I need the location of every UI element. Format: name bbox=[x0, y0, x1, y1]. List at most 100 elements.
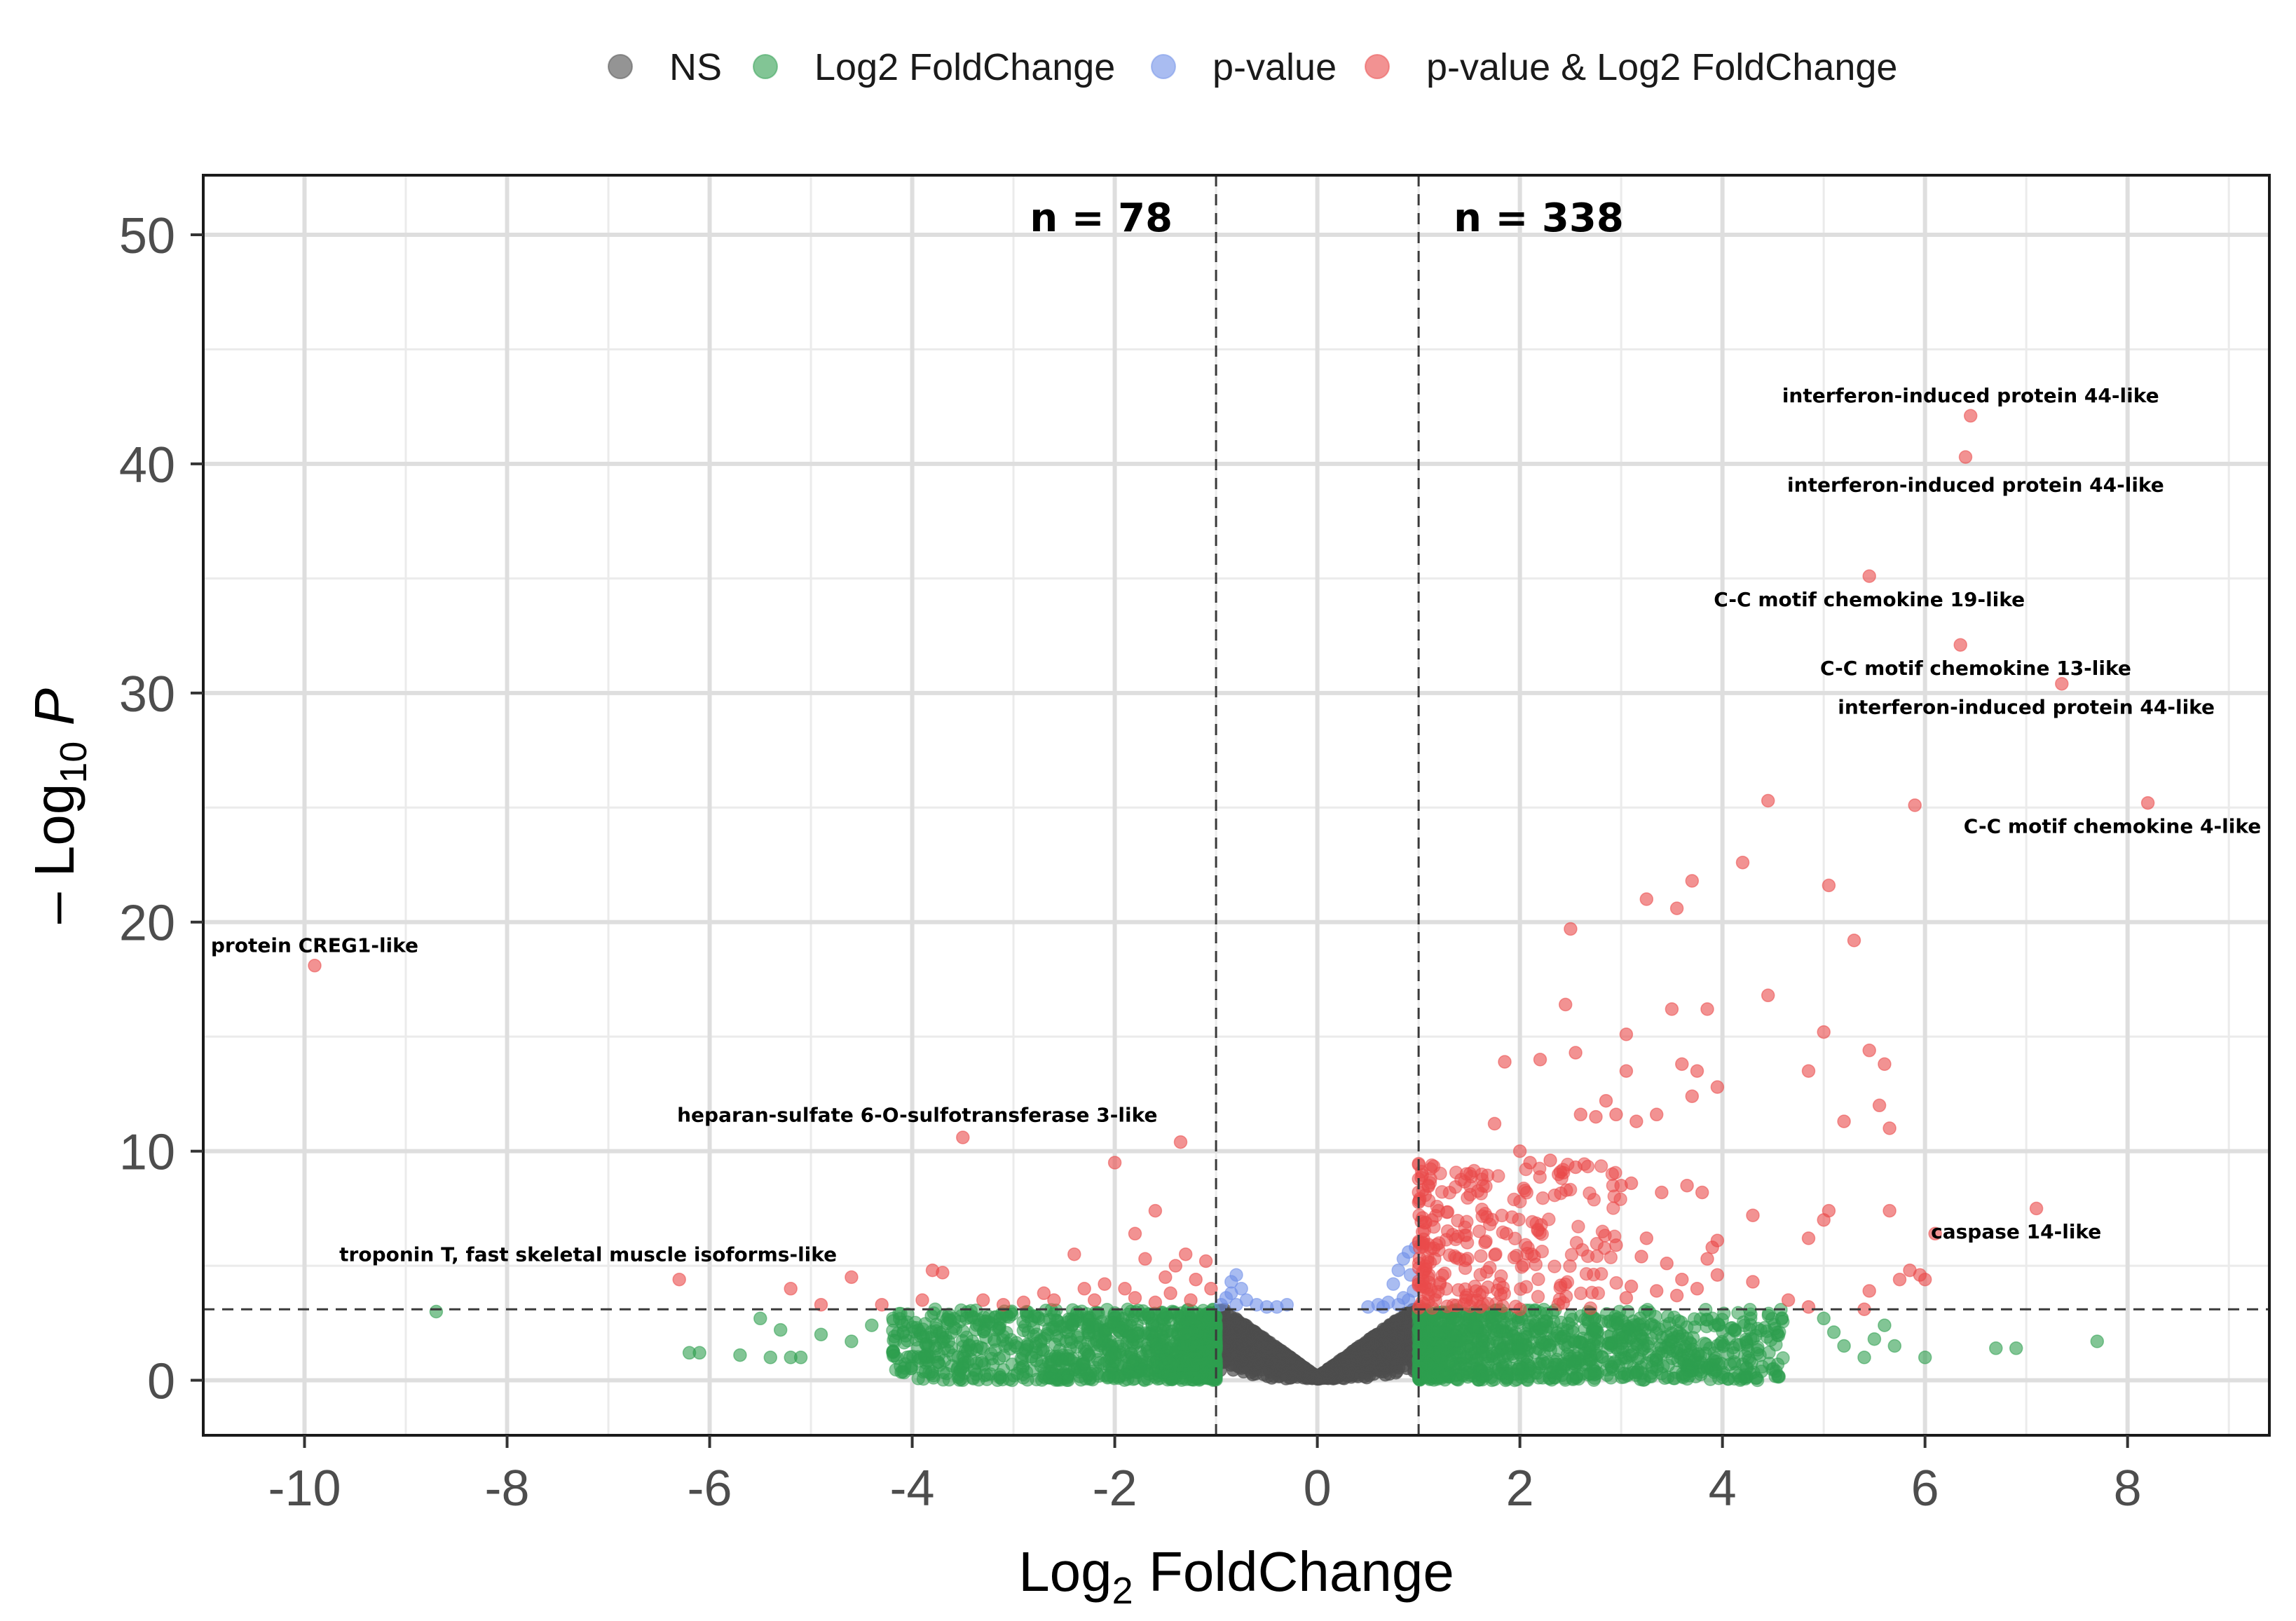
log2-foldchange-point bbox=[1760, 1330, 1774, 1344]
log2-foldchange-point bbox=[1665, 1335, 1680, 1349]
log2-foldchange-point bbox=[1678, 1339, 1693, 1353]
log2-foldchange-point bbox=[1193, 1370, 1208, 1384]
log2-foldchange-point bbox=[763, 1350, 778, 1364]
p-value-log2-foldchange-point bbox=[936, 1266, 950, 1280]
p-value-log2-foldchange-point bbox=[1467, 1163, 1481, 1178]
log2-foldchange-point bbox=[733, 1348, 747, 1362]
ns-point bbox=[1266, 1369, 1281, 1383]
p-value-log2-foldchange-point bbox=[1425, 1158, 1439, 1172]
log2-foldchange-point bbox=[1515, 1337, 1529, 1352]
p-value-log2-foldchange-point bbox=[1533, 1170, 1547, 1184]
p-value-log2-foldchange-point bbox=[1564, 922, 1578, 936]
p-value-log2-foldchange-point bbox=[1705, 1240, 1719, 1254]
ns-point bbox=[1364, 1337, 1379, 1351]
p-value-log2-foldchange-point bbox=[1817, 1025, 1831, 1039]
p-value-log2-foldchange-point bbox=[1781, 1293, 1796, 1307]
log2-foldchange-point bbox=[1447, 1328, 1462, 1342]
p-value-log2-foldchange-point bbox=[1463, 1187, 1477, 1202]
p-value-log2-foldchange-point bbox=[1536, 1191, 1550, 1205]
log2-foldchange-point bbox=[1643, 1305, 1657, 1320]
p-value-log2-foldchange-point bbox=[1746, 1208, 1760, 1222]
log2-foldchange-point bbox=[1887, 1339, 1902, 1353]
p-value-log2-foldchange-point bbox=[1571, 1219, 1585, 1233]
p-value-log2-foldchange-point bbox=[1690, 1282, 1704, 1296]
x-tick-label: -2 bbox=[1093, 1461, 1137, 1517]
x-tick-label: 6 bbox=[1911, 1461, 1939, 1517]
log2-foldchange-point bbox=[1414, 1341, 1428, 1356]
legend-label-p-value: p-value bbox=[1212, 46, 1337, 88]
p-value-log2-foldchange-point bbox=[1597, 1241, 1612, 1255]
log2-foldchange-point bbox=[1837, 1339, 1851, 1353]
p-value-log2-foldchange-point bbox=[1498, 1055, 1512, 1069]
log2-foldchange-point bbox=[1061, 1373, 1075, 1388]
log2-foldchange-point bbox=[2009, 1341, 2023, 1355]
p-value-log2-foldchange-point bbox=[1479, 1234, 1493, 1248]
p-value-log2-foldchange-point bbox=[1559, 1183, 1573, 1197]
p-value-log2-foldchange-point bbox=[1609, 1238, 1623, 1252]
log2-foldchange-point bbox=[692, 1346, 706, 1360]
p-value-log2-foldchange-point bbox=[1710, 1080, 1725, 1094]
log2-foldchange-point bbox=[909, 1320, 924, 1335]
ns-point bbox=[1276, 1357, 1291, 1372]
p-value-log2-foldchange-point bbox=[1067, 1247, 1081, 1261]
log2-foldchange-point bbox=[1103, 1351, 1117, 1366]
p-value-log2-foldchange-point bbox=[1685, 874, 1700, 888]
gridlines bbox=[203, 175, 2269, 1435]
x-tick-label: -6 bbox=[688, 1461, 732, 1517]
p-value-log2-foldchange-point bbox=[1619, 1291, 1634, 1305]
p-value-log2-foldchange-point bbox=[1695, 1185, 1709, 1200]
p-value-log2-foldchange-point bbox=[1496, 1299, 1510, 1313]
p-value-log2-foldchange-point bbox=[1862, 569, 1876, 583]
log2-foldchange-point bbox=[1047, 1367, 1062, 1381]
log2-foldchange-point bbox=[1589, 1339, 1604, 1353]
p-value-log2-foldchange-point bbox=[784, 1282, 798, 1296]
p-value-log2-foldchange-point bbox=[1817, 1212, 1831, 1227]
log2-foldchange-point bbox=[960, 1305, 974, 1319]
y-tick-label: 50 bbox=[119, 208, 175, 264]
ns-point bbox=[1226, 1362, 1241, 1377]
p-value-log2-foldchange-point bbox=[1442, 1186, 1457, 1200]
p-value-log2-foldchange-point bbox=[1508, 1299, 1523, 1314]
log2-foldchange-point bbox=[1145, 1317, 1159, 1331]
p-value-log2-foldchange-point bbox=[1077, 1282, 1091, 1296]
log2-foldchange-point bbox=[962, 1339, 976, 1353]
p-value-log2-foldchange-point bbox=[1587, 1268, 1601, 1282]
p-value-log2-foldchange-point bbox=[1495, 1208, 1509, 1223]
log2-foldchange-point bbox=[1726, 1341, 1740, 1355]
x-tick-label: -4 bbox=[890, 1461, 935, 1517]
legend-key-p-value bbox=[1151, 54, 1176, 79]
x-tick-label: 2 bbox=[1506, 1461, 1534, 1517]
p-value-log2-foldchange-point bbox=[1558, 997, 1573, 1012]
log2-foldchange-point bbox=[929, 1341, 943, 1355]
p-value-log2-foldchange-point bbox=[1908, 798, 1922, 812]
x-tick-label: 8 bbox=[2114, 1461, 2142, 1517]
gene-annotation-label: protein CREG1-like bbox=[211, 933, 418, 957]
gene-annotation-label: C-C motif chemokine 13-like bbox=[1820, 657, 2131, 680]
log2-foldchange-point bbox=[1817, 1311, 1831, 1326]
log2-foldchange-point bbox=[1826, 1325, 1841, 1339]
p-value-log2-foldchange-point bbox=[1553, 1280, 1567, 1295]
ns-point bbox=[1238, 1360, 1253, 1374]
ns-point bbox=[1227, 1347, 1241, 1361]
log2-foldchange-point bbox=[1529, 1346, 1543, 1360]
log2-foldchange-point bbox=[1694, 1367, 1708, 1381]
p-value-log2-foldchange-point bbox=[2029, 1201, 2044, 1216]
p-value-log2-foldchange-point bbox=[1649, 1107, 1664, 1122]
p-value-log2-foldchange-point bbox=[1563, 1259, 1577, 1273]
log2-foldchange-point bbox=[1749, 1371, 1764, 1386]
p-value-log2-foldchange-point bbox=[1487, 1116, 1502, 1131]
p-value-point bbox=[1361, 1300, 1375, 1314]
log2-foldchange-point bbox=[1101, 1369, 1116, 1384]
p-value-log2-foldchange-point bbox=[1531, 1222, 1545, 1237]
log2-foldchange-point bbox=[1500, 1370, 1515, 1384]
log2-foldchange-point bbox=[1071, 1330, 1085, 1344]
p-value-log2-foldchange-point bbox=[1533, 1053, 1547, 1067]
p-value-log2-foldchange-point bbox=[1882, 1203, 1897, 1218]
log2-foldchange-point bbox=[1010, 1366, 1025, 1381]
p-value-log2-foldchange-point bbox=[976, 1293, 990, 1307]
log2-foldchange-point bbox=[1435, 1325, 1450, 1339]
log2-foldchange-point bbox=[894, 1365, 908, 1379]
gene-annotation-label: heparan-sulfate 6-O-sulfotransferase 3-l… bbox=[677, 1103, 1157, 1126]
p-value-log2-foldchange-point bbox=[1512, 1212, 1526, 1226]
